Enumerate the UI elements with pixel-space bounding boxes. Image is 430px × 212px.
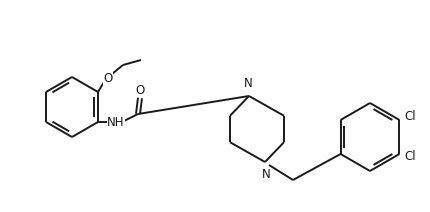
Text: O: O [135,84,144,96]
Text: NH: NH [107,116,125,128]
Text: O: O [103,71,113,85]
Text: N: N [261,168,270,181]
Text: Cl: Cl [405,110,416,124]
Text: Cl: Cl [405,151,416,163]
Text: N: N [244,77,252,90]
